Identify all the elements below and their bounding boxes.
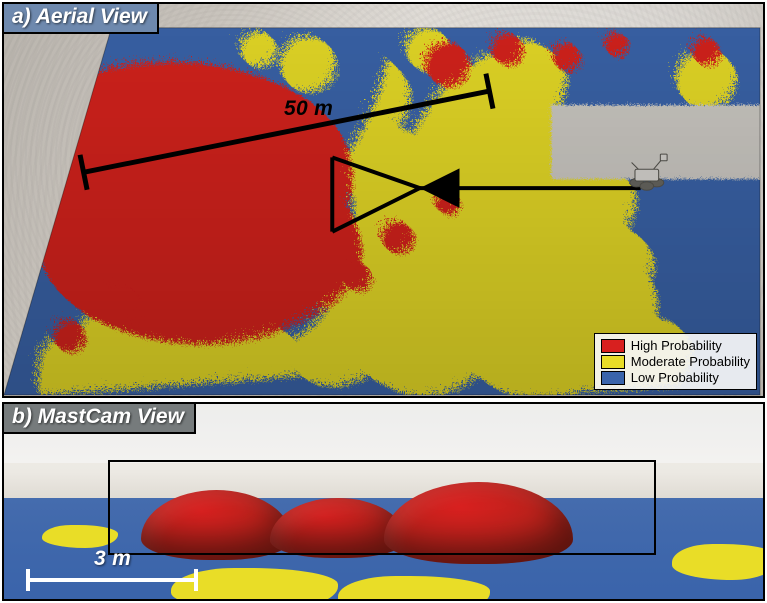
- legend-label-high: High Probability: [631, 338, 722, 353]
- panel-a-aerial-view: a) Aerial View 50 m High Probability Mod…: [2, 2, 765, 398]
- legend-swatch-low: [601, 371, 625, 385]
- panel-a-label: a) Aerial View: [4, 4, 159, 34]
- legend-row-moderate: Moderate Probability: [601, 354, 750, 369]
- legend-swatch-high: [601, 339, 625, 353]
- scale-label-3m: 3 m: [94, 547, 131, 571]
- legend-row-low: Low Probability: [601, 370, 750, 385]
- probability-legend: High Probability Moderate Probability Lo…: [594, 333, 757, 390]
- legend-swatch-moderate: [601, 355, 625, 369]
- scale-label-50m: 50 m: [284, 97, 333, 121]
- yellow-patch: [672, 544, 765, 579]
- panel-b-mastcam-view: 3 m b) MastCam View: [2, 402, 765, 601]
- yellow-patch: [42, 525, 118, 548]
- scale-bar-3m: [26, 569, 198, 589]
- legend-label-low: Low Probability: [631, 370, 719, 385]
- legend-row-high: High Probability: [601, 338, 750, 353]
- legend-label-moderate: Moderate Probability: [631, 354, 750, 369]
- view-inset-box: [108, 460, 656, 555]
- panel-b-label: b) MastCam View: [4, 404, 196, 434]
